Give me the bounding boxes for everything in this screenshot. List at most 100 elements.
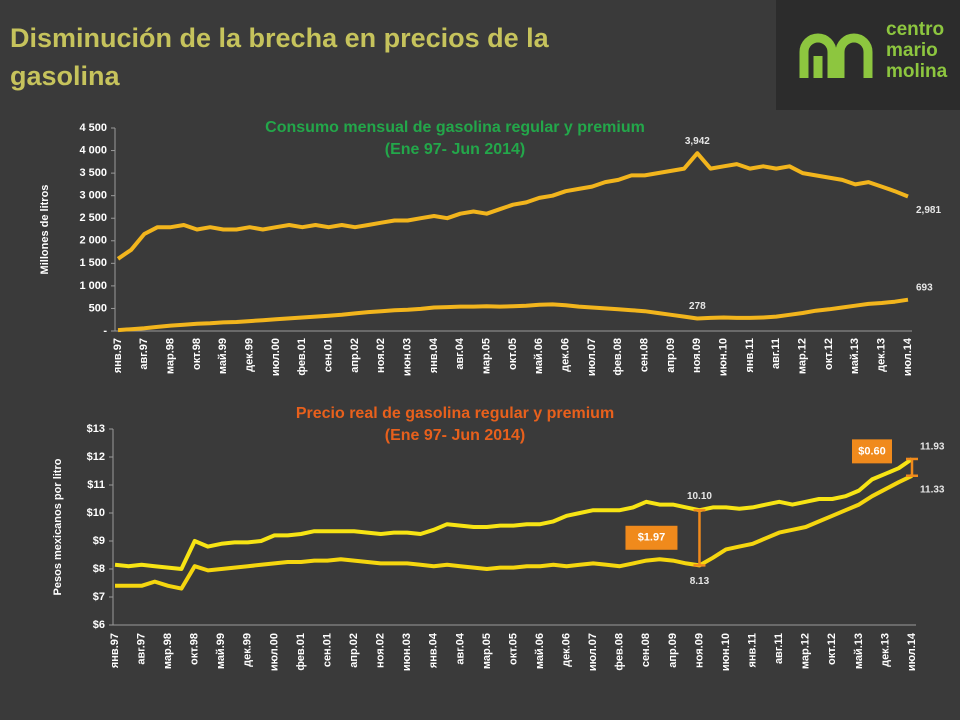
x-tick-label: июл.00	[268, 633, 280, 671]
x-tick-label: авг.97	[138, 338, 150, 370]
x-tick-label: фев.08	[612, 338, 624, 376]
y-tick-label: $7	[93, 591, 105, 603]
y-tick-label: 2 000	[79, 235, 107, 247]
x-tick-label: авг.97	[135, 633, 147, 665]
value-label: 693	[916, 282, 933, 293]
x-tick-label: июл.14	[906, 632, 918, 671]
title-line: gasolina	[10, 61, 121, 91]
value-label: 10.10	[687, 491, 712, 502]
x-tick-label: май.06	[533, 338, 545, 374]
logo-text: molina	[886, 61, 948, 82]
x-tick-label: мар.05	[481, 633, 493, 669]
x-tick-label: авг.11	[773, 633, 785, 664]
y-tick-label: 1 500	[79, 257, 107, 269]
y-tick-label: $10	[87, 507, 105, 519]
x-tick-label: мар.12	[797, 338, 809, 374]
y-tick-label: $12	[87, 451, 105, 463]
x-tick-label: дек.06	[561, 633, 573, 667]
slide-title: Disminución de la brecha en precios de l…	[10, 23, 550, 91]
series-line	[115, 473, 913, 591]
x-tick-label: мар.98	[162, 633, 174, 669]
logo-text: mario	[886, 40, 938, 61]
series-line	[116, 151, 909, 261]
y-tick-label: $8	[93, 563, 105, 575]
x-tick-label: апр.09	[665, 338, 677, 373]
x-tick-label: сен.01	[321, 633, 333, 667]
title-line: Disminución de la brecha en precios de l…	[10, 23, 550, 53]
x-tick-label: май.13	[849, 338, 861, 374]
x-tick-label: июн.03	[402, 338, 414, 376]
y-tick-label: $11	[87, 479, 105, 491]
x-tick-label: ноя.09	[691, 338, 703, 373]
x-tick-label: янв.04	[428, 632, 440, 668]
y-axis-title: Pesos mexicanos por litro	[52, 458, 64, 595]
x-tick-label: авг.04	[454, 632, 466, 665]
logo: centro mario molina	[776, 0, 960, 110]
x-tick-label: авг.11	[770, 338, 782, 369]
logo-text: centro	[886, 19, 944, 40]
value-label: 11.93	[920, 442, 945, 453]
y-tick-label: $6	[93, 619, 105, 631]
x-tick-label: мар.05	[481, 338, 493, 374]
y-axis-title: Millones de litros	[39, 185, 51, 275]
y-tick-label: $9	[93, 535, 105, 547]
value-label: 278	[689, 301, 706, 312]
x-tick-label: апр.02	[348, 633, 360, 668]
x-tick-label: сен.08	[640, 633, 652, 667]
x-tick-label: фев.01	[295, 633, 307, 671]
x-tick-label: апр.09	[667, 633, 679, 668]
y-tick-label: 3 500	[79, 167, 107, 179]
gap-box	[625, 525, 678, 550]
x-tick-label: сен.08	[639, 338, 651, 372]
x-tick-label: янв.11	[744, 338, 756, 373]
x-tick-label: ноя.02	[375, 338, 387, 373]
logo-mark	[799, 33, 837, 78]
x-tick-label: май.99	[215, 633, 227, 669]
x-tick-label: окт.12	[826, 633, 838, 665]
x-tick-label: дек.99	[244, 338, 256, 372]
y-tick-label: 3 000	[79, 190, 107, 202]
series-line	[117, 297, 909, 333]
x-tick-label: июл.07	[587, 633, 599, 671]
x-tick-label: дек.13	[879, 633, 891, 667]
x-tick-label: мар.98	[165, 338, 177, 374]
y-tick-label: -	[103, 325, 107, 337]
x-tick-label: июл.14	[902, 337, 914, 376]
x-tick-label: дек.13	[876, 338, 888, 372]
value-label: 11.33	[920, 484, 945, 495]
gap-box	[852, 439, 892, 464]
y-tick-label: 1 000	[79, 280, 107, 292]
value-label: 3,942	[685, 136, 710, 147]
x-tick-label: сен.01	[323, 338, 335, 372]
series-line	[114, 457, 914, 571]
y-tick-label: 500	[89, 302, 107, 314]
x-tick-label: апр.02	[349, 338, 361, 373]
x-tick-label: фев.01	[296, 338, 308, 376]
x-tick-label: дек.99	[242, 633, 254, 667]
x-tick-label: дек.06	[560, 338, 572, 372]
x-tick-label: июн.10	[720, 633, 732, 671]
x-tick-label: янв.04	[428, 337, 440, 373]
x-tick-label: окт.05	[507, 338, 519, 370]
x-tick-label: мар.12	[800, 633, 812, 669]
x-tick-label: июн.10	[718, 338, 730, 376]
x-tick-label: окт.05	[507, 633, 519, 665]
y-tick-label: 4 500	[79, 122, 107, 134]
x-tick-label: янв.11	[747, 633, 759, 668]
x-tick-label: янв.97	[109, 633, 121, 668]
x-tick-label: май.13	[853, 633, 865, 669]
x-tick-label: авг.04	[454, 337, 466, 370]
chart-subtitle: (Ene 97- Jun 2014)	[385, 427, 526, 444]
x-tick-label: май.06	[534, 633, 546, 669]
value-label: 2,981	[916, 205, 941, 216]
y-tick-label: 2 500	[79, 212, 107, 224]
chart-title: Consumo mensual de gasolina regular y pr…	[265, 119, 645, 136]
x-tick-label: окт.12	[823, 338, 835, 370]
x-tick-label: окт.98	[189, 633, 201, 665]
value-label: 8.13	[690, 576, 710, 587]
chart-subtitle: (Ene 97- Jun 2014)	[385, 141, 526, 158]
x-tick-label: фев.08	[614, 633, 626, 671]
x-tick-label: окт.98	[191, 338, 203, 370]
